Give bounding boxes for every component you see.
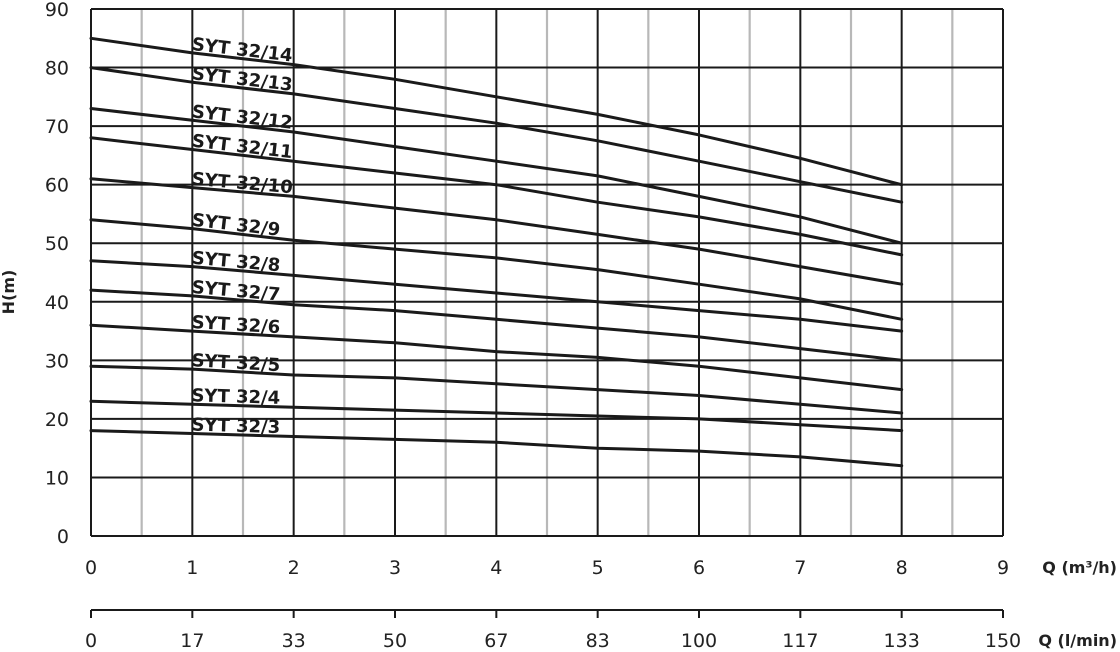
curve-label: SYT 32/8 bbox=[191, 248, 281, 277]
y-axis-title: H(m) bbox=[0, 270, 18, 315]
y-tick-label: 70 bbox=[45, 116, 69, 138]
x2-tick-label: 100 bbox=[681, 630, 717, 652]
curve-syt-32-5 bbox=[89, 364, 904, 415]
x-tick-labels: 0 1 2 3 4 5 6 7 8 9 bbox=[85, 557, 1009, 579]
curve-syt-32-8 bbox=[89, 259, 904, 333]
y-tick-labels: 0 10 20 30 40 50 60 70 80 90 bbox=[45, 0, 69, 548]
y-tick-label: 50 bbox=[45, 233, 69, 255]
y-tick-label: 90 bbox=[45, 0, 69, 21]
curve-syt-32-10 bbox=[89, 177, 904, 286]
curve-label: SYT 32/6 bbox=[191, 312, 281, 338]
curve-label: SYT 32/10 bbox=[191, 169, 294, 199]
x-tick-label: 5 bbox=[592, 557, 604, 579]
x-tick-label: 2 bbox=[288, 557, 300, 579]
curve-label: SYT 32/9 bbox=[191, 210, 282, 241]
y-tick-label: 40 bbox=[45, 292, 69, 314]
x-tick-label: 3 bbox=[389, 557, 401, 579]
curve-label: SYT 32/5 bbox=[191, 350, 281, 376]
y-tick-label: 20 bbox=[45, 409, 69, 431]
y-tick-label: 30 bbox=[45, 350, 69, 372]
x-tick-label: 8 bbox=[896, 557, 908, 579]
curve-syt-32-14 bbox=[89, 36, 904, 187]
curve-syt-32-6 bbox=[89, 323, 904, 392]
secondary-x-axis bbox=[90, 609, 1004, 618]
x2-tick-label: 50 bbox=[383, 630, 407, 652]
y-tick-label: 0 bbox=[57, 526, 69, 548]
x2-axis-title: Q (l/min) bbox=[1038, 631, 1117, 650]
x2-tick-label: 0 bbox=[85, 630, 97, 652]
x2-tick-label: 17 bbox=[180, 630, 204, 652]
x2-tick-label: 150 bbox=[985, 630, 1021, 652]
curve-syt-32-12 bbox=[89, 107, 904, 245]
curve-syt-32-11 bbox=[89, 136, 904, 257]
curve-syt-32-9 bbox=[89, 218, 904, 321]
x-tick-label: 4 bbox=[490, 557, 502, 579]
x-tick-label: 1 bbox=[186, 557, 198, 579]
curve-syt-32-13 bbox=[89, 66, 904, 204]
x-tick-label: 9 bbox=[997, 557, 1009, 579]
x2-tick-label: 117 bbox=[782, 630, 818, 652]
y-tick-label: 80 bbox=[45, 58, 69, 80]
curve-label: SYT 32/3 bbox=[191, 415, 280, 439]
x-axis-title: Q (m³/h) bbox=[1042, 558, 1117, 577]
x2-tick-label: 83 bbox=[586, 630, 610, 652]
pump-curves bbox=[89, 36, 904, 468]
x2-tick-label: 133 bbox=[884, 630, 920, 652]
curve-syt-32-4 bbox=[89, 399, 904, 433]
curve-label: SYT 32/4 bbox=[191, 385, 280, 409]
major-gridlines bbox=[90, 8, 1004, 537]
y-tick-label: 60 bbox=[45, 175, 69, 197]
curve-syt-32-7 bbox=[89, 288, 904, 362]
y-tick-label: 10 bbox=[45, 467, 69, 489]
x-tick-label: 6 bbox=[693, 557, 705, 579]
minor-gridlines bbox=[140, 9, 954, 536]
x2-tick-label: 33 bbox=[282, 630, 306, 652]
x-tick-label: 0 bbox=[85, 557, 97, 579]
x-tick-label: 7 bbox=[794, 557, 806, 579]
x2-tick-labels: 0 17 33 50 67 83 100 117 133 150 bbox=[85, 630, 1021, 652]
curve-syt-32-3 bbox=[89, 429, 904, 468]
x2-tick-label: 67 bbox=[484, 630, 508, 652]
